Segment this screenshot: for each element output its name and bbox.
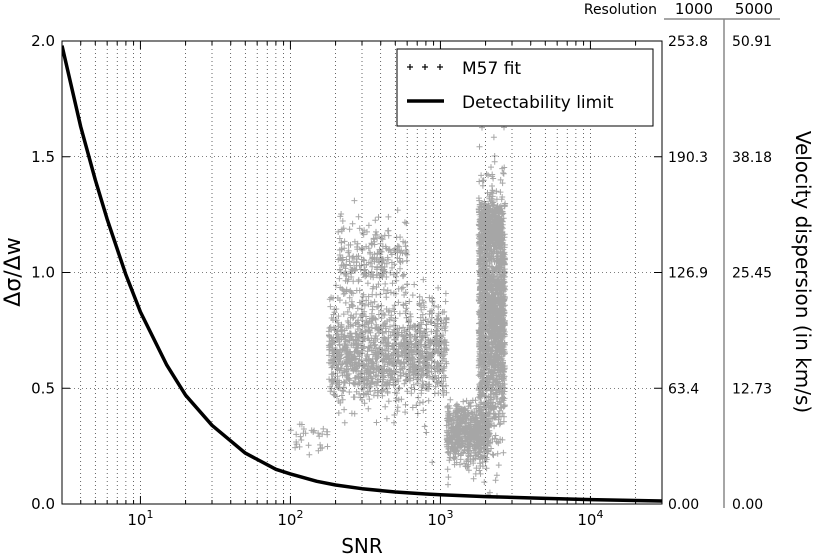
resolution-5000-label: 5000 xyxy=(735,0,773,18)
velocity-tick-label-r5000: 25.45 xyxy=(732,266,772,282)
x-axis-label: SNR xyxy=(341,534,383,556)
right-axis-ticks: 253.8 50.91 190.3 38.18 126.9 25.45 63.4 12.73 0… xyxy=(668,34,772,513)
legend-m57-marker xyxy=(407,64,443,70)
velocity-tick-label-r1000: 126.9 xyxy=(668,266,708,282)
legend-detectability-label: Detectability limit xyxy=(462,93,614,113)
velocity-tick-label-r1000: 190.3 xyxy=(668,150,708,166)
y-tick-label: 0.0 xyxy=(31,495,55,513)
m57-fit-points xyxy=(287,108,509,499)
velocity-tick-label-r5000: 38.18 xyxy=(732,150,772,166)
x-tick-label: 103 xyxy=(427,508,453,529)
resolution-1000-label: 1000 xyxy=(675,0,713,18)
legend: M57 fit Detectability limit xyxy=(396,48,654,127)
resolution-header: Resolution xyxy=(584,2,657,18)
y-tick-label: 1.5 xyxy=(31,148,55,166)
velocity-tick-label-r5000: 0.00 xyxy=(732,497,763,513)
x-tick-label: 102 xyxy=(277,508,303,529)
m57-fit-marker-cloud xyxy=(287,108,509,499)
legend-box xyxy=(396,48,654,127)
detectability-limit-curve xyxy=(62,45,662,503)
y-tick-label: 0.5 xyxy=(31,379,55,397)
legend-m57-label: M57 fit xyxy=(462,59,521,79)
velocity-tick-label-r5000: 12.73 xyxy=(732,381,772,397)
detectability-limit-line xyxy=(62,45,662,503)
velocity-tick-label-r1000: 0.00 xyxy=(668,497,699,513)
y-axis-label: Δσ/Δw xyxy=(1,237,26,306)
x-tick-label: 104 xyxy=(577,508,603,529)
velocity-tick-label-r1000: 63.4 xyxy=(668,381,699,397)
y-tick-label: 1.0 xyxy=(31,264,55,282)
velocity-tick-label-r5000: 50.91 xyxy=(732,34,772,50)
axis-ticks: 101 102 103 104 0.0 0.5 1.0 1.5 2.0 xyxy=(31,32,663,529)
x-tick-label: 101 xyxy=(127,508,153,529)
y-tick-label: 2.0 xyxy=(31,32,55,50)
velocity-dispersion-axis-label: Velocity dispersion (in km/s) xyxy=(791,131,813,413)
velocity-tick-label-r1000: 253.8 xyxy=(668,34,708,50)
